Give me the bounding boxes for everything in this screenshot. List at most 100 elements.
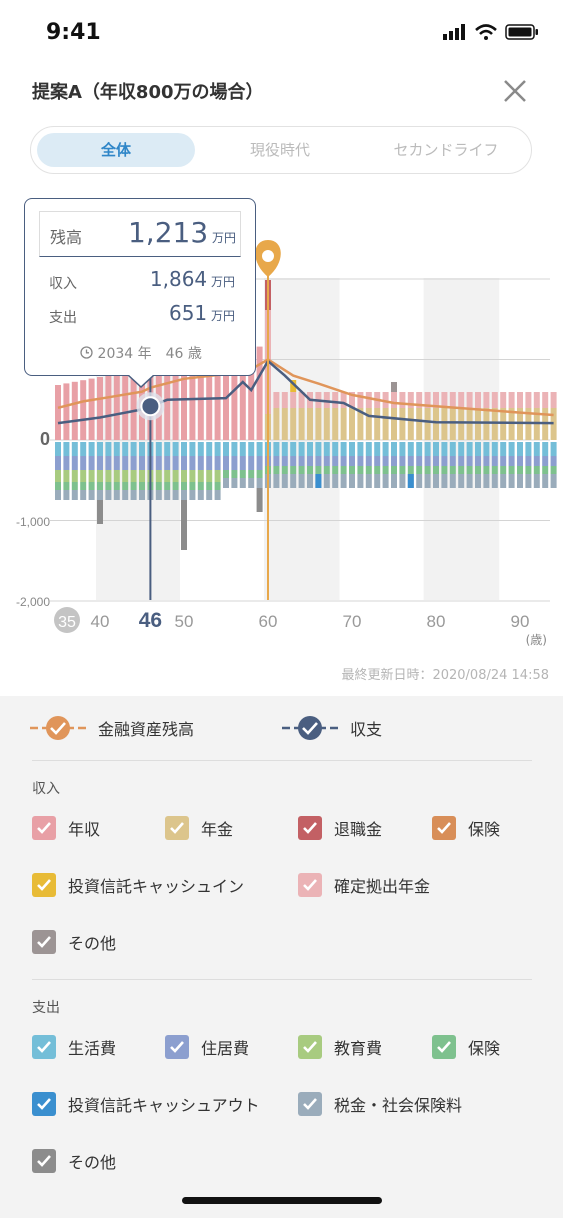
tooltip-income-label: 収入 — [49, 276, 77, 292]
income-bar — [533, 392, 540, 408]
checkbox[interactable] — [298, 873, 322, 897]
checkbox[interactable] — [298, 816, 322, 840]
expense-bar — [315, 474, 322, 488]
legend-line-0[interactable]: 金融資産残高 — [30, 714, 194, 742]
checkbox[interactable] — [32, 1149, 56, 1173]
checkbox[interactable] — [298, 1035, 322, 1059]
close-icon[interactable] — [500, 76, 530, 106]
checkbox[interactable] — [32, 873, 56, 897]
tab-second-life[interactable]: セカンドライフ — [393, 141, 499, 159]
checkbox[interactable] — [32, 930, 56, 954]
legend-item-label: 生活費 — [68, 1039, 117, 1058]
income-bar — [441, 392, 448, 408]
page-title: 提案A（年収800万の場合） — [32, 82, 264, 103]
legend-income-3[interactable]: 保険 — [432, 816, 500, 840]
expense-bar — [365, 442, 372, 456]
cashflow-chart[interactable]: 0 -1,000 -2,000 35 40 46 50 60 70 80 90 (歳) — [0, 190, 563, 660]
expense-bar — [231, 442, 238, 456]
expense-bar — [416, 456, 423, 466]
expense-bar — [399, 442, 406, 456]
income-bar — [433, 408, 439, 440]
tab-working[interactable]: 現役時代 — [249, 141, 310, 159]
legend-expense-1[interactable]: 住居費 — [165, 1035, 249, 1059]
expense-bar — [281, 474, 288, 488]
expense-bar — [391, 456, 397, 466]
checkbox[interactable] — [165, 1035, 189, 1059]
legend-income-6[interactable]: その他 — [32, 930, 116, 954]
expense-bar — [189, 442, 196, 456]
expense-bar — [407, 442, 414, 456]
expense-bar — [248, 470, 255, 478]
checkbox[interactable] — [432, 816, 456, 840]
legend-expense-5[interactable]: 税金・社会保険料 — [298, 1092, 462, 1116]
expense-bar — [449, 474, 456, 488]
expense-bar — [130, 442, 137, 456]
expense-bar — [357, 456, 364, 466]
income-bar — [365, 392, 372, 408]
expense-bar — [197, 442, 204, 456]
expense-bar — [80, 482, 87, 490]
income-bar — [307, 408, 313, 440]
tab-all[interactable]: 全体 — [37, 133, 195, 167]
tooltip-balance-label: 残高 — [50, 228, 83, 247]
tooltip-expense-value: 651 万円 — [168, 301, 235, 325]
expense-bar — [130, 456, 137, 470]
expense-bar — [172, 470, 179, 482]
tooltip: 残高 1,213 万円 収入 1,864 万円 支出 651 万円 2034 年… — [24, 198, 256, 376]
expense-bar — [155, 456, 162, 470]
expense-bar — [307, 456, 313, 466]
legend-income-4[interactable]: 投資信託キャッシュイン — [32, 873, 244, 897]
expense-bar — [155, 490, 162, 500]
expense-bar — [382, 474, 389, 488]
divider — [32, 760, 532, 761]
legend-income-2[interactable]: 退職金 — [298, 816, 382, 840]
expense-bar — [466, 466, 473, 474]
checkbox[interactable] — [165, 816, 189, 840]
legend-income-1[interactable]: 年金 — [165, 816, 233, 840]
tooltip-date: 2034 年 46 歳 — [25, 343, 257, 363]
checkbox[interactable] — [32, 1092, 56, 1116]
checkbox[interactable] — [432, 1035, 456, 1059]
expense-bar — [256, 442, 263, 456]
legend-expense-6[interactable]: その他 — [32, 1149, 116, 1173]
expense-bar — [248, 456, 255, 470]
tooltip-expense-label: 支出 — [49, 310, 77, 326]
expense-bar — [508, 456, 515, 466]
legend-line-1[interactable]: 収支 — [282, 714, 382, 742]
legend-income-0[interactable]: 年収 — [32, 816, 100, 840]
income-bar — [248, 348, 255, 440]
legend-expense-3[interactable]: 保険 — [432, 1035, 500, 1059]
expense-bar — [315, 442, 322, 456]
clock-icon — [80, 346, 93, 359]
legend-item-label: 保険 — [468, 820, 501, 839]
expense-bar — [122, 442, 129, 456]
legend-income-5[interactable]: 確定拠出年金 — [298, 873, 430, 897]
expense-bar — [340, 474, 347, 488]
checkbox[interactable] — [32, 1035, 56, 1059]
battery-icon — [505, 24, 538, 40]
check-icon — [303, 1041, 317, 1053]
expense-bar — [155, 470, 162, 482]
expense-bar — [382, 466, 389, 474]
legend-expense-4[interactable]: 投資信託キャッシュアウト — [32, 1092, 260, 1116]
x-unit-label: (歳) — [526, 633, 547, 647]
legend-expense-0[interactable]: 生活費 — [32, 1035, 116, 1059]
income-bar — [542, 392, 549, 408]
expense-bar — [139, 490, 145, 500]
income-bar — [63, 383, 70, 440]
income-bar — [407, 408, 414, 440]
expense-bar — [433, 466, 439, 474]
expense-bar — [483, 456, 490, 466]
legend-expense-2[interactable]: 教育費 — [298, 1035, 382, 1059]
checkbox[interactable] — [298, 1092, 322, 1116]
checkbox[interactable] — [32, 816, 56, 840]
income-bar — [164, 364, 171, 440]
check-icon — [37, 879, 51, 891]
expense-bar — [130, 490, 137, 500]
expense-bar — [433, 442, 439, 456]
expense-bar — [458, 474, 465, 488]
expense-bar — [105, 442, 112, 456]
expense-bar — [214, 456, 221, 470]
expense-bar — [105, 482, 112, 490]
last-updated: 最終更新日時：2020/08/24 14:58 — [341, 668, 549, 683]
